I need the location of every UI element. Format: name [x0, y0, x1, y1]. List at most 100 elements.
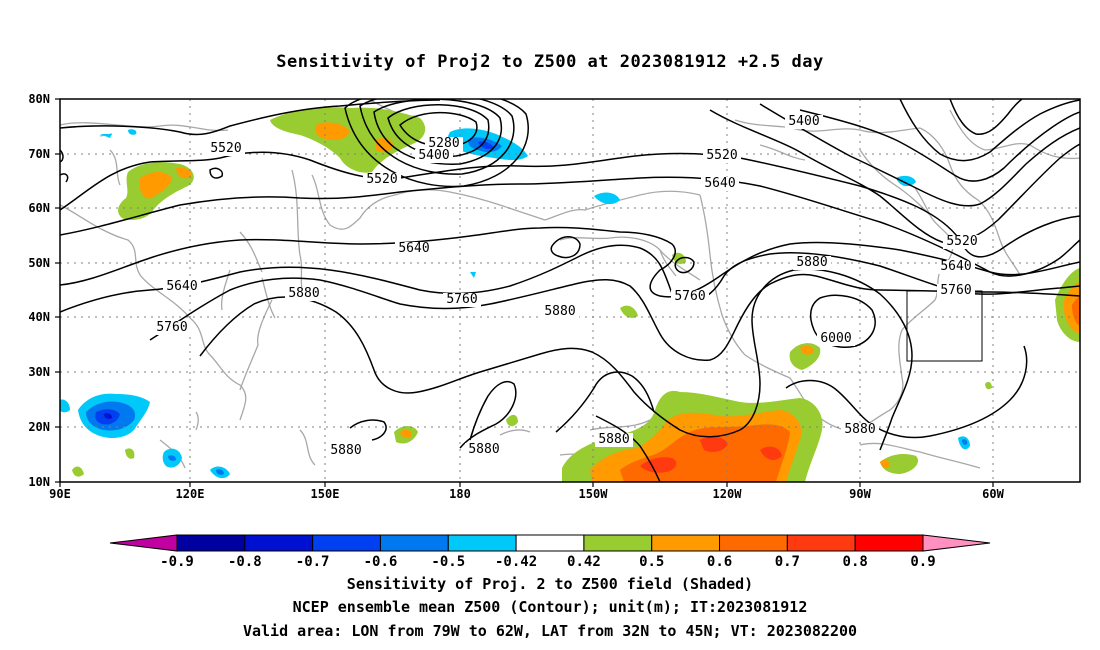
contour-label-bg [541, 305, 579, 319]
colorbar-tick-label: 0.9 [910, 554, 935, 570]
colorbar-tick-label: 0.8 [843, 554, 868, 570]
caption-line-1: Sensitivity of Proj. 2 to Z500 field (Sh… [347, 575, 753, 593]
contour-labels: 5520 528054005520540055205640552056405760… [153, 114, 981, 458]
colorbar-box [719, 534, 788, 552]
lon-label: 60W [982, 487, 1004, 501]
contour-label: 5760 [446, 292, 477, 307]
contour-label-bg [793, 256, 831, 270]
contour-label-bg [785, 115, 823, 129]
lon-label: 90E [49, 487, 71, 501]
colorbar-box [312, 534, 381, 552]
z500-contours [60, 99, 1080, 482]
colorbar-box [786, 534, 856, 552]
contour-label-bg [937, 284, 975, 298]
colorbar-tick-label: 0.6 [707, 554, 732, 570]
colorbar-tick-label: -0.42 [495, 554, 537, 570]
colorbar-low-triangle [109, 534, 178, 552]
contour-label: 5880 [796, 255, 827, 270]
colorbar-box [854, 534, 924, 552]
shading-positive [72, 107, 1080, 482]
contour-label-bg [701, 177, 739, 191]
contour-label: 5280 [428, 136, 459, 151]
contour-label: 5640 [398, 241, 429, 256]
colorbar-high-triangle [922, 534, 991, 552]
contour-label: 5880 [844, 422, 875, 437]
contour-label-bg [595, 433, 633, 447]
colorbar-tick-label: 0.5 [639, 554, 664, 570]
lat-label: 50N [28, 256, 50, 270]
contour-label-bg [285, 287, 323, 301]
colorbar-tick-label: 0.7 [775, 554, 800, 570]
contour-label-bg [671, 290, 709, 304]
colorbar-labels: -0.9 -0.8 -0.7 -0.6 -0.5 -0.42 0.42 0.5 0.6 0.7 0.… [160, 554, 936, 570]
contour-label-bg [841, 423, 879, 437]
contour-label: 5760 [156, 320, 187, 335]
contour-label: 5520 [210, 141, 241, 156]
contour-label: 5880 [598, 432, 629, 447]
colorbar-box [379, 534, 449, 552]
lon-label: 120W [713, 487, 743, 501]
colorbar-box [244, 534, 314, 552]
contour-label: 5880 [330, 443, 361, 458]
colorbar-tick-label: -0.6 [364, 554, 398, 570]
colorbar-box [447, 534, 517, 552]
lat-label: 60N [28, 201, 50, 215]
contour-label-bg [465, 443, 503, 457]
colorbar-box [176, 534, 246, 552]
contour-label: 5880 [544, 304, 575, 319]
contour-label-bg [443, 293, 481, 307]
contour-label: 5880 [468, 442, 499, 457]
contour-label-bg [327, 444, 365, 458]
lat-label: 80N [28, 92, 50, 106]
contour-label-bg [817, 332, 855, 346]
lon-label: 90W [849, 487, 871, 501]
contour-label-bg [163, 280, 201, 294]
contour-label-bg [153, 321, 191, 335]
colorbar-tick-label: -0.9 [160, 554, 194, 570]
colorbar-tick-label: -0.7 [296, 554, 330, 570]
colorbar-tick-label: 0.42 [567, 554, 601, 570]
latitude-labels: 80N 70N 60N 50N 40N 30N 20N 10N [28, 92, 50, 489]
contour-label-bg [703, 149, 741, 163]
lon-label: 150E [311, 487, 340, 501]
contour-label: 5880 [288, 286, 319, 301]
lon-label: 180 [449, 487, 471, 501]
map-frame [59, 98, 1081, 483]
contour-label: 6000 [820, 331, 851, 346]
lon-label: 120E [176, 487, 205, 501]
colorbar-tick-label: -0.5 [431, 554, 465, 570]
caption-line-3: Valid area: LON from 79W to 62W, LAT fro… [243, 622, 857, 640]
caption-line-2: NCEP ensemble mean Z500 (Contour); unit(… [293, 598, 808, 616]
contour-label: 5760 [940, 283, 971, 298]
lon-label: 150W [579, 487, 609, 501]
contour-label: 5520 [946, 234, 977, 249]
contour-label-bg [363, 173, 401, 187]
colorbar-tick-label: -0.8 [228, 554, 262, 570]
lat-label: 70N [28, 147, 50, 161]
contour-label: 5520 [366, 172, 397, 187]
contour-label: 5400 [418, 148, 449, 163]
lat-label: 20N [28, 420, 50, 434]
contour-label: 5640 [940, 259, 971, 274]
contour-label-bg [943, 235, 981, 249]
contour-label: 5640 [704, 176, 735, 191]
colorbar-box [651, 534, 721, 552]
lat-label: 30N [28, 365, 50, 379]
longitude-labels: 90E 120E 150E 180 150W 120W 90W 60W [49, 487, 1004, 501]
colorbar-box [515, 534, 585, 552]
contour-label-bg [937, 260, 975, 274]
contour-label: 5520 [706, 148, 737, 163]
contour-label: 5640 [166, 279, 197, 294]
contour-label-bg [395, 242, 433, 256]
axis-ticks [55, 98, 994, 487]
colorbar-box [583, 534, 653, 552]
contour-label-bg [415, 149, 453, 163]
contour-label-bg [207, 142, 245, 156]
contour-label-bg [425, 137, 463, 151]
contour-label: 5760 [674, 289, 705, 304]
colorbar [109, 534, 991, 552]
figure-title: Sensitivity of Proj2 to Z500 at 20230819… [276, 52, 823, 72]
lat-label: 40N [28, 310, 50, 324]
contour-label: 5400 [788, 114, 819, 129]
